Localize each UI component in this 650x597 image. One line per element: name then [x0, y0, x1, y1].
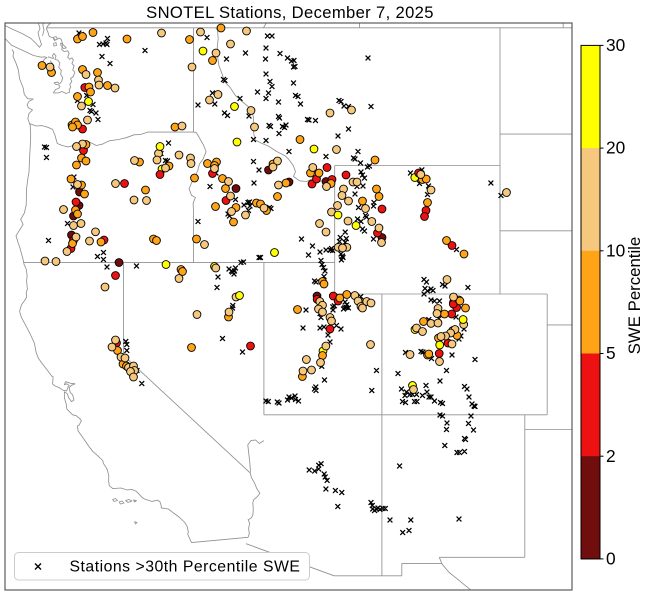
svg-text:SWE Percentile: SWE Percentile — [625, 237, 644, 355]
svg-text:30: 30 — [606, 35, 625, 55]
svg-text:Stations >30th Percentile SWE: Stations >30th Percentile SWE — [70, 559, 301, 576]
svg-text:5: 5 — [606, 343, 616, 363]
svg-text:10: 10 — [606, 240, 625, 260]
svg-text:20: 20 — [606, 138, 625, 158]
svg-text:2: 2 — [606, 446, 616, 466]
svg-text:SNOTEL Stations, December 7, 2: SNOTEL Stations, December 7, 2025 — [146, 3, 434, 22]
svg-text:0: 0 — [606, 549, 616, 569]
